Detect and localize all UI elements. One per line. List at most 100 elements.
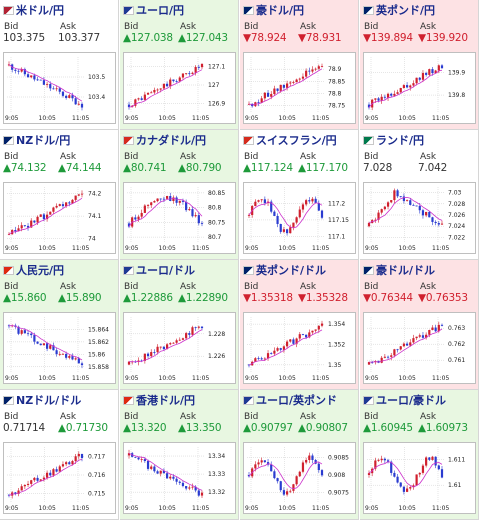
fx-card[interactable]: ランド/円 Bid Ask 7.028 7.042 7.03 7.028 7.026 7.024… bbox=[360, 130, 479, 260]
pair-name[interactable]: 英ポンド/円 bbox=[376, 4, 436, 17]
candle-body bbox=[301, 462, 305, 472]
candlestick-chart: 127.1 127 126.9 9:05 10:05 11:05 bbox=[125, 57, 225, 122]
fx-card[interactable]: ユーロ/英ポンド Bid Ask ▲0.90797 ▲0.90807 0.9085 0.90… bbox=[240, 390, 359, 520]
candle-body bbox=[282, 346, 286, 350]
fx-card[interactable]: ユーロ/豪ドル Bid Ask ▲1.60945 ▲1.60973 1.611 1.61 9:… bbox=[360, 390, 479, 520]
candle-body bbox=[314, 198, 317, 204]
fx-card[interactable]: 人民元/円 Bid Ask ▲15.860 ▲15.890 15.864 15.862 15.… bbox=[0, 260, 119, 390]
mini-chart[interactable]: 15.864 15.862 15.86 15.858 9:05 10:05 11:05 bbox=[3, 312, 116, 384]
fx-card[interactable]: 米ドル/円 Bid Ask 103.375 103.377 103.5 103.4 9:05 1… bbox=[0, 0, 119, 130]
candle-body bbox=[14, 492, 17, 494]
pair-name[interactable]: カナダドル/円 bbox=[136, 134, 207, 147]
mini-chart[interactable]: 127.1 127 126.9 9:05 10:05 11:05 bbox=[123, 52, 236, 124]
candle-body bbox=[399, 482, 402, 487]
fx-card[interactable]: 豪ドル/ドル Bid Ask ▼0.76344 ▼0.76353 0.763 0.762 0.… bbox=[360, 260, 479, 390]
ask-label: Ask bbox=[180, 282, 197, 292]
candle-body bbox=[386, 356, 390, 358]
pair-name[interactable]: ユーロ/ドル bbox=[136, 264, 196, 277]
eu-flag-icon bbox=[243, 395, 254, 405]
fx-card[interactable]: スイスフラン/円 Bid Ask ▲117.124 ▲117.170 117.2 117.1… bbox=[240, 130, 359, 260]
pair-name[interactable]: 英ポンド/ドル bbox=[256, 264, 327, 277]
mini-chart[interactable]: 13.34 13.33 13.32 9:05 10:05 11:05 bbox=[123, 442, 236, 514]
fx-card[interactable]: ユーロ/ドル Bid Ask ▲1.22886 ▲1.22890 1.228 1.226 9:… bbox=[120, 260, 239, 390]
mini-chart[interactable]: 0.9085 0.908 0.9075 9:05 10:05 11:05 bbox=[243, 442, 356, 514]
bid-value: ▼1.35318 bbox=[243, 292, 293, 304]
candle-body bbox=[39, 343, 42, 346]
candle-body bbox=[191, 72, 194, 74]
y-tick-label: 74 bbox=[88, 236, 96, 243]
x-tick-label: 9:05 bbox=[5, 115, 19, 122]
candle-body bbox=[30, 333, 33, 336]
candle-body bbox=[23, 484, 26, 487]
candle-body bbox=[260, 358, 263, 360]
candle-body bbox=[49, 211, 52, 215]
candle-body bbox=[295, 338, 298, 344]
candle-body bbox=[276, 478, 279, 482]
fx-card[interactable]: 豪ドル/円 Bid Ask ▼78.924 ▼78.931 78.9 78.85 78.8 78… bbox=[240, 0, 359, 130]
bid-label: Bid bbox=[124, 152, 139, 162]
x-tick-label: 10:05 bbox=[279, 115, 296, 122]
mini-chart[interactable]: 7.03 7.028 7.026 7.024 7.022 9:05 10:05 11:05 bbox=[363, 182, 476, 254]
mini-chart[interactable]: 117.2 117.15 117.1 9:05 10:05 11:05 bbox=[243, 182, 356, 254]
candle-body bbox=[153, 466, 156, 472]
candle-body bbox=[45, 83, 49, 85]
fx-card[interactable]: NZドル/ドル Bid Ask 0.71714 ▲0.71730 0.717 0.716 0.… bbox=[0, 390, 119, 520]
candle-body bbox=[374, 460, 377, 469]
pair-name[interactable]: ランド/円 bbox=[376, 134, 425, 147]
candle-body bbox=[295, 476, 298, 485]
ca-flag-icon bbox=[123, 135, 134, 145]
fx-card[interactable]: 英ポンド/円 Bid Ask ▼139.894 ▼139.920 139.9 139.8 9:… bbox=[360, 0, 479, 130]
moving-average-line bbox=[369, 328, 443, 363]
candle-body bbox=[298, 209, 301, 218]
mini-chart[interactable]: 74.2 74.1 74 9:05 10:05 11:05 bbox=[3, 182, 116, 254]
pair-name[interactable]: 人民元/円 bbox=[16, 264, 65, 277]
mini-chart[interactable]: 78.9 78.85 78.8 78.75 9:05 10:05 11:05 bbox=[243, 52, 356, 124]
pair-name[interactable]: ユーロ/英ポンド bbox=[256, 394, 338, 407]
fx-card[interactable]: 英ポンド/ドル Bid Ask ▼1.35318 ▼1.35328 1.354 1.352 1… bbox=[240, 260, 359, 390]
ask-value: ▲0.90807 bbox=[298, 422, 348, 434]
pair-name[interactable]: NZドル/ドル bbox=[16, 394, 82, 407]
fx-card[interactable]: 香港ドル/円 Bid Ask ▲13.320 ▲13.350 13.34 13.33 13.3… bbox=[120, 390, 239, 520]
bid-label: Bid bbox=[244, 412, 259, 422]
candle-body bbox=[65, 202, 68, 207]
candle-body bbox=[396, 349, 399, 351]
mini-chart[interactable]: 0.717 0.716 0.715 9:05 10:05 11:05 bbox=[3, 442, 116, 514]
candle-body bbox=[58, 88, 61, 92]
fx-card[interactable]: ユーロ/円 Bid Ask ▲127.038 ▲127.043 127.1 127 126.9… bbox=[120, 0, 239, 130]
bid-label: Bid bbox=[244, 22, 259, 32]
candle-body bbox=[289, 227, 292, 234]
pair-name[interactable]: NZドル/円 bbox=[16, 134, 71, 147]
candle-body bbox=[134, 217, 137, 220]
mini-chart[interactable]: 139.9 139.8 9:05 10:05 11:05 bbox=[363, 52, 476, 124]
pair-name[interactable]: スイスフラン/円 bbox=[256, 134, 337, 147]
candle-body bbox=[68, 202, 71, 204]
pair-name[interactable]: 米ドル/円 bbox=[16, 4, 65, 17]
mini-chart[interactable]: 1.354 1.352 1.35 9:05 10:05 11:05 bbox=[243, 312, 356, 384]
candle-body bbox=[20, 330, 23, 334]
mini-chart[interactable]: 1.611 1.61 9:05 10:05 11:05 bbox=[363, 442, 476, 514]
candle-body bbox=[140, 459, 143, 460]
candle-body bbox=[276, 215, 279, 224]
pair-name[interactable]: ユーロ/豪ドル bbox=[376, 394, 447, 407]
candle-body bbox=[257, 358, 260, 359]
candle-body bbox=[270, 353, 273, 354]
pair-name[interactable]: 香港ドル/円 bbox=[136, 394, 196, 407]
fx-card[interactable]: NZドル/円 Bid Ask ▲74.132 ▲74.144 74.2 74.1 74 9:05… bbox=[0, 130, 119, 260]
y-tick-label: 7.03 bbox=[448, 190, 462, 197]
pair-name[interactable]: 豪ドル/ドル bbox=[376, 264, 436, 277]
au-flag-icon bbox=[243, 5, 254, 15]
mini-chart[interactable]: 0.763 0.762 0.761 9:05 10:05 11:05 bbox=[363, 312, 476, 384]
x-tick-label: 9:05 bbox=[125, 115, 139, 122]
y-tick-label: 15.86 bbox=[88, 351, 105, 358]
pair-name[interactable]: ユーロ/円 bbox=[136, 4, 185, 17]
mini-chart[interactable]: 80.85 80.8 80.75 80.7 9:05 10:05 11:05 bbox=[123, 182, 236, 254]
candle-body bbox=[30, 220, 33, 228]
x-tick-label: 9:05 bbox=[125, 505, 139, 512]
candle-body bbox=[45, 343, 49, 349]
y-tick-label: 80.8 bbox=[208, 205, 222, 212]
mini-chart[interactable]: 103.5 103.4 9:05 10:05 11:05 bbox=[3, 52, 116, 124]
mini-chart[interactable]: 1.228 1.226 9:05 10:05 11:05 bbox=[123, 312, 236, 384]
ask-value: ▼0.76353 bbox=[418, 292, 468, 304]
pair-name[interactable]: 豪ドル/円 bbox=[256, 4, 305, 17]
fx-card[interactable]: カナダドル/円 Bid Ask ▲80.741 ▲80.790 80.85 80.8 80.7… bbox=[120, 130, 239, 260]
